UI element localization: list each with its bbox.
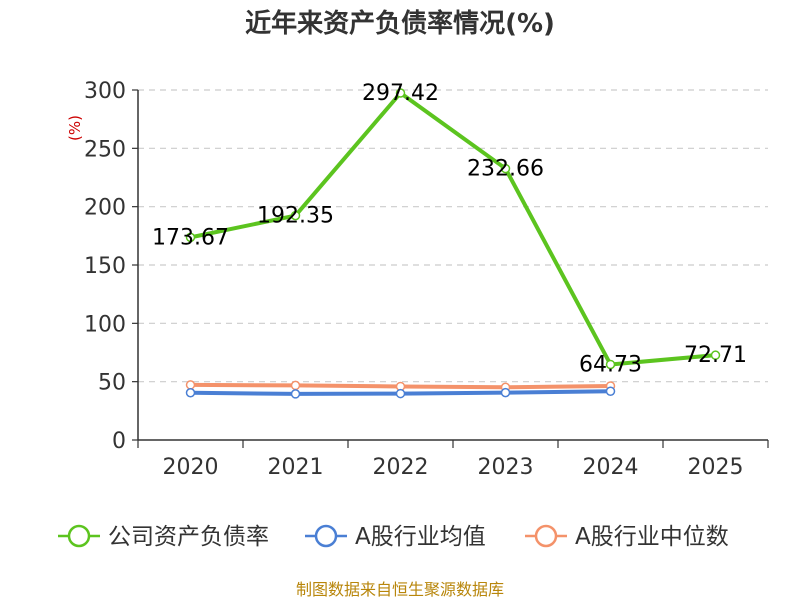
- data-point: [710, 350, 721, 360]
- legend-label: A股行业均值: [355, 524, 486, 550]
- data-labels: 173.67 192.35 297.42 232.66 64.73 72.71: [152, 81, 747, 377]
- x-tick-label: 2021: [268, 455, 324, 480]
- x-tick-label: 2023: [478, 455, 534, 480]
- data-point: [605, 359, 616, 370]
- x-tick-label: 2022: [373, 455, 429, 480]
- data-point: [500, 163, 511, 174]
- data-label: 232.66: [467, 157, 544, 182]
- data-point: [290, 210, 301, 221]
- data-label: 72.71: [684, 343, 747, 368]
- y-tick-label: 50: [98, 371, 126, 396]
- data-point: [500, 387, 511, 398]
- y-tick-label: 250: [84, 137, 126, 162]
- x-tick-label: 2024: [583, 455, 639, 480]
- data-point: [185, 380, 196, 390]
- y-tick-label: 100: [84, 312, 126, 337]
- data-point: [605, 386, 616, 396]
- chart-title: 近年来资产负债率情况(%): [245, 8, 555, 39]
- data-point: [395, 388, 406, 399]
- y-tick-label: 150: [84, 254, 126, 279]
- data-point: [185, 232, 196, 243]
- y-axis-unit: (%): [66, 115, 84, 141]
- data-point: [395, 88, 406, 98]
- y-tick-label: 300: [84, 79, 126, 104]
- y-tick-label: 200: [84, 196, 126, 221]
- data-label: 64.73: [579, 352, 642, 377]
- series-layer: [185, 88, 721, 399]
- y-tick-label: 0: [112, 429, 126, 454]
- legend-marker-icon: [534, 524, 558, 548]
- legend[interactable]: 公司资产负债率 A股行业均值 A股行业中位数: [58, 524, 729, 550]
- legend-marker-icon: [67, 524, 91, 548]
- data-point: [290, 380, 301, 391]
- series-line: [190, 91, 716, 367]
- axes: 0 50 100 150 200 250 300 2020 2021 2022 2023 2024 20…: [84, 79, 769, 480]
- data-point: [185, 388, 196, 398]
- legend-label: A股行业中位数: [575, 524, 729, 550]
- source-footer: 制图数据来自恒生聚源数据库: [296, 580, 504, 599]
- data-label: 297.42: [362, 81, 439, 106]
- grid-lines: [138, 89, 768, 383]
- x-tick-label: 2020: [163, 455, 219, 480]
- legend-marker-icon: [314, 524, 338, 548]
- legend-label: 公司资产负债率: [108, 524, 269, 550]
- data-label: 173.67: [152, 225, 229, 250]
- x-tick-label: 2025: [688, 455, 744, 480]
- data-point: [290, 389, 301, 399]
- data-label: 192.35: [257, 204, 334, 229]
